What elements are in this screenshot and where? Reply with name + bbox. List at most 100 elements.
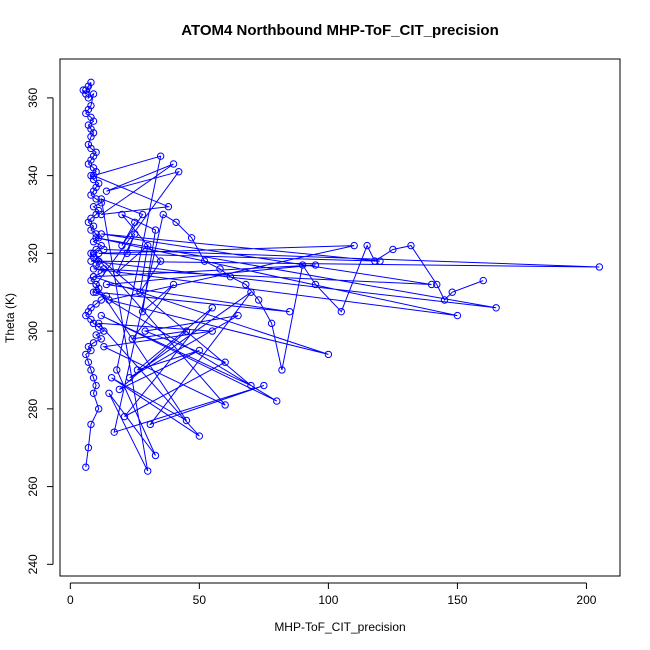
- data-point: [92, 148, 100, 156]
- data-point: [95, 179, 103, 188]
- data-point: [82, 311, 90, 320]
- data-point: [273, 397, 281, 405]
- data-point: [159, 210, 167, 219]
- data-point: [131, 230, 139, 238]
- data-point: [247, 288, 255, 296]
- data-point: [100, 245, 108, 254]
- data-point: [89, 249, 98, 258]
- y-tick-label: 240: [26, 554, 40, 574]
- data-point: [440, 296, 449, 304]
- data-point: [260, 381, 268, 390]
- data-point: [144, 467, 152, 475]
- data-point: [151, 226, 160, 234]
- y-axis-label: Theta (K): [3, 293, 17, 343]
- data-point: [164, 203, 173, 211]
- data-point: [87, 304, 95, 312]
- data-point: [427, 280, 436, 289]
- data-point: [84, 358, 93, 366]
- data-point: [87, 366, 95, 374]
- x-tick-label: 0: [67, 593, 74, 607]
- data-point: [105, 389, 113, 398]
- data-point: [100, 327, 108, 335]
- data-point: [92, 210, 100, 219]
- x-tick-label: 200: [576, 593, 596, 607]
- data-point: [453, 311, 462, 320]
- data-point: [92, 230, 100, 238]
- y-tick-label: 260: [26, 476, 40, 496]
- data-point: [95, 284, 103, 293]
- x-axis: 0 50 100 150 200: [67, 582, 597, 607]
- data-point: [92, 381, 100, 390]
- data-point: [169, 160, 178, 168]
- y-tick-label: 320: [26, 243, 40, 263]
- data-point: [216, 265, 224, 273]
- data-point: [311, 261, 320, 269]
- data-point: [84, 307, 93, 316]
- data-point: [107, 374, 116, 382]
- series-line-3: [113, 213, 484, 433]
- data-point: [138, 307, 147, 316]
- data-point: [92, 280, 100, 289]
- data-point: [87, 276, 95, 285]
- data-point: [87, 214, 95, 223]
- data-point: [87, 144, 95, 153]
- data-point: [389, 245, 397, 254]
- data-point: [110, 428, 118, 436]
- data-point: [113, 269, 121, 277]
- data-point: [87, 257, 95, 265]
- x-axis-label: MHP-ToF_CIT_precision: [274, 620, 405, 634]
- data-point: [89, 90, 98, 98]
- data-point: [89, 171, 98, 180]
- data-point: [195, 346, 204, 355]
- data-point: [182, 416, 191, 425]
- data-point: [363, 241, 371, 250]
- data-point: [138, 210, 147, 219]
- data-point: [136, 288, 144, 296]
- data-point: [146, 420, 155, 429]
- data-point: [123, 249, 131, 258]
- data-point: [84, 160, 93, 168]
- data-point: [350, 241, 358, 250]
- series-line-1: [82, 82, 108, 468]
- data-point: [113, 366, 121, 374]
- data-point: [89, 164, 98, 172]
- data-point: [97, 195, 105, 203]
- data-point: [156, 152, 165, 160]
- data-point: [141, 327, 149, 335]
- data-point: [195, 432, 204, 440]
- data-point: [172, 218, 180, 226]
- data-point: [97, 296, 105, 304]
- data-point: [87, 191, 95, 199]
- data-point: [226, 272, 235, 281]
- data-point: [97, 241, 105, 250]
- chart-title: ATOM4 Northbound MHP-ToF_CIT_precision: [181, 22, 499, 39]
- data-point: [118, 241, 126, 250]
- data-point: [433, 280, 441, 289]
- data-point: [115, 385, 124, 394]
- data-point: [89, 339, 98, 347]
- data-point: [278, 366, 286, 374]
- data-point: [89, 319, 98, 328]
- data-point: [125, 374, 134, 382]
- data-point: [87, 156, 95, 164]
- data-point: [285, 307, 294, 316]
- data-point: [448, 288, 456, 296]
- data-point: [87, 113, 95, 122]
- data-point: [84, 121, 93, 129]
- data-point: [255, 296, 263, 304]
- data-point: [84, 82, 93, 90]
- data-point: [144, 241, 152, 250]
- plot-frame: [59, 58, 621, 577]
- x-tick-label: 50: [193, 593, 207, 607]
- data-point: [247, 381, 255, 390]
- data-point: [128, 335, 136, 343]
- data-point: [89, 203, 98, 211]
- data-point: [89, 237, 98, 246]
- data-point: [311, 280, 320, 289]
- data-point: [87, 346, 95, 355]
- y-tick-label: 360: [26, 88, 40, 108]
- data-point: [84, 218, 93, 226]
- data-point: [92, 245, 100, 254]
- data-point: [84, 140, 93, 149]
